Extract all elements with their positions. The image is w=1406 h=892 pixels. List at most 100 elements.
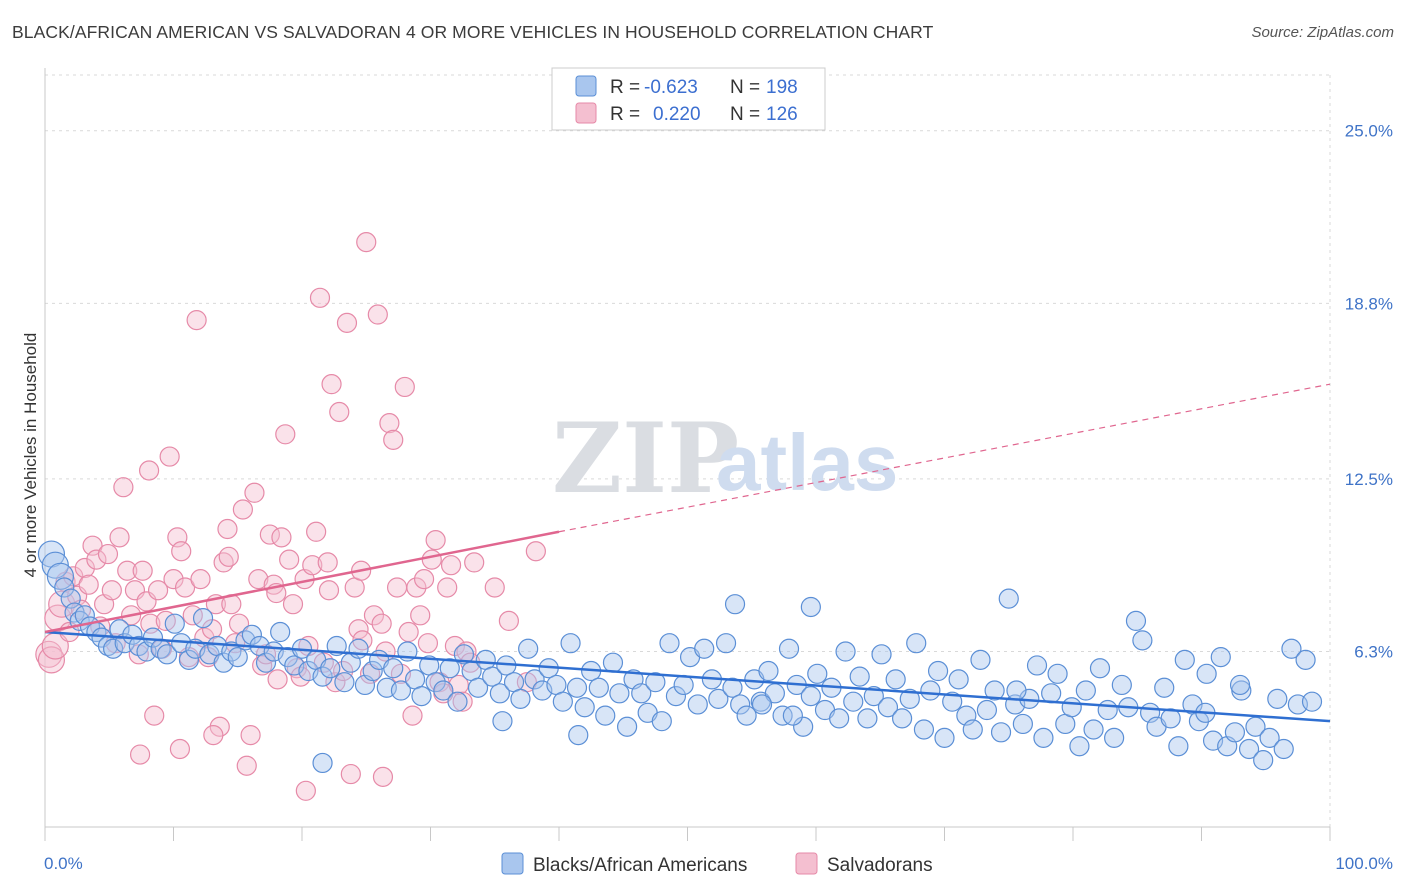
black-point	[730, 694, 751, 715]
black-point	[913, 719, 935, 740]
black-point	[178, 649, 200, 670]
salvadoran-point	[282, 594, 304, 615]
salvadoran-point	[217, 518, 238, 540]
salvadoran-point	[398, 621, 419, 643]
source-label: Source: ZipAtlas.com	[1251, 24, 1394, 41]
black-point	[1061, 697, 1082, 718]
black-point	[1026, 655, 1048, 676]
salvadoran-point	[386, 577, 408, 598]
black-point	[631, 683, 652, 704]
black-point	[320, 658, 341, 679]
salvadoran-point	[464, 552, 485, 573]
black-point	[1273, 738, 1294, 760]
black-point	[863, 685, 884, 707]
x-tick-label: 100.0%	[1335, 854, 1393, 873]
black-point	[1012, 713, 1033, 735]
black-point	[192, 608, 214, 629]
black-point	[1111, 674, 1132, 696]
y-tick-label: 12.5%	[1345, 470, 1393, 489]
salvadoran-point	[302, 555, 323, 576]
salvadoran-point	[128, 644, 149, 665]
y-tick-label: 25.0%	[1345, 122, 1393, 141]
black-point	[934, 727, 955, 748]
black-point	[1224, 722, 1246, 743]
x-tick-label: 0.0%	[44, 854, 83, 873]
salvadoran-point	[74, 557, 95, 579]
black-point	[891, 708, 913, 729]
black-point	[1174, 649, 1195, 670]
black-point	[1229, 674, 1251, 696]
watermark: ZIP atlas	[552, 402, 898, 515]
black-point	[778, 638, 800, 659]
black-point	[645, 672, 666, 693]
black-point	[976, 699, 998, 721]
salvadoran-point	[190, 569, 211, 590]
blacks-points	[37, 540, 1323, 774]
black-point	[673, 674, 694, 696]
black-point	[1267, 688, 1288, 709]
salvadoran-point	[421, 549, 442, 570]
black-point	[970, 649, 991, 670]
salvadoran-point	[371, 613, 392, 634]
black-point	[1083, 719, 1104, 740]
black-point	[383, 658, 404, 679]
salvadoran-point	[372, 766, 394, 787]
black-point	[1089, 658, 1111, 679]
salvadoran-point	[367, 304, 388, 325]
salvadoran-point	[138, 460, 160, 481]
black-point	[877, 697, 899, 718]
black-point	[984, 680, 1005, 701]
bottom-legend-swatch-pink	[795, 852, 818, 875]
trend-line-blacks	[44, 630, 1331, 723]
black-point	[425, 672, 446, 693]
black-point	[552, 691, 573, 712]
trend-lines	[44, 383, 1331, 723]
black-point	[800, 596, 821, 618]
salvadoran-point	[279, 549, 300, 570]
black-point	[566, 677, 588, 698]
legend-r-value: 0.220	[653, 104, 701, 125]
black-point	[829, 708, 850, 729]
salvadoran-point	[417, 633, 439, 654]
y-axis-label: 4 or more Vehicles in Household	[21, 333, 40, 578]
salvadoran-point	[383, 429, 404, 450]
salvadoran-point	[306, 521, 327, 542]
salvadoran-point	[147, 580, 169, 601]
legend-n-value: 198	[766, 77, 798, 98]
bottom-legend-blacks: Blacks/African Americans	[533, 855, 747, 876]
legend-swatch-blue	[575, 75, 597, 97]
black-point	[1168, 736, 1189, 757]
salvadoran-point	[97, 543, 119, 565]
black-point	[241, 624, 262, 645]
black-point	[1132, 630, 1153, 651]
salvadoran-point	[402, 705, 423, 726]
black-point	[595, 705, 616, 726]
black-point	[694, 638, 715, 659]
black-point	[1281, 638, 1302, 659]
black-point	[942, 691, 963, 712]
black-point	[156, 644, 178, 665]
black-point	[518, 638, 539, 659]
black-point	[1154, 677, 1175, 698]
salvadoran-point	[174, 577, 196, 598]
salvadoran-point	[448, 674, 469, 696]
black-point	[453, 644, 475, 665]
salvadoran-point	[356, 232, 377, 253]
salvadoran-point	[437, 577, 458, 598]
bottom-legend: Blacks/African Americans Salvadorans	[501, 852, 933, 876]
salvadoran-point	[267, 669, 288, 690]
black-point	[1295, 649, 1316, 670]
watermark-atlas: atlas	[716, 418, 898, 507]
salvadoran-point	[218, 546, 239, 567]
black-point	[927, 660, 949, 682]
salvadoran-point	[498, 610, 519, 631]
salvadoran-point	[169, 738, 191, 760]
salvadoran-point	[101, 580, 122, 601]
black-point	[1097, 699, 1118, 721]
black-point	[489, 683, 510, 704]
black-point	[1041, 683, 1062, 704]
salvadoran-point	[132, 560, 153, 581]
salvadoran-point	[78, 574, 99, 595]
salvadoran-point	[255, 644, 277, 665]
watermark-zip: ZIP	[552, 402, 739, 515]
